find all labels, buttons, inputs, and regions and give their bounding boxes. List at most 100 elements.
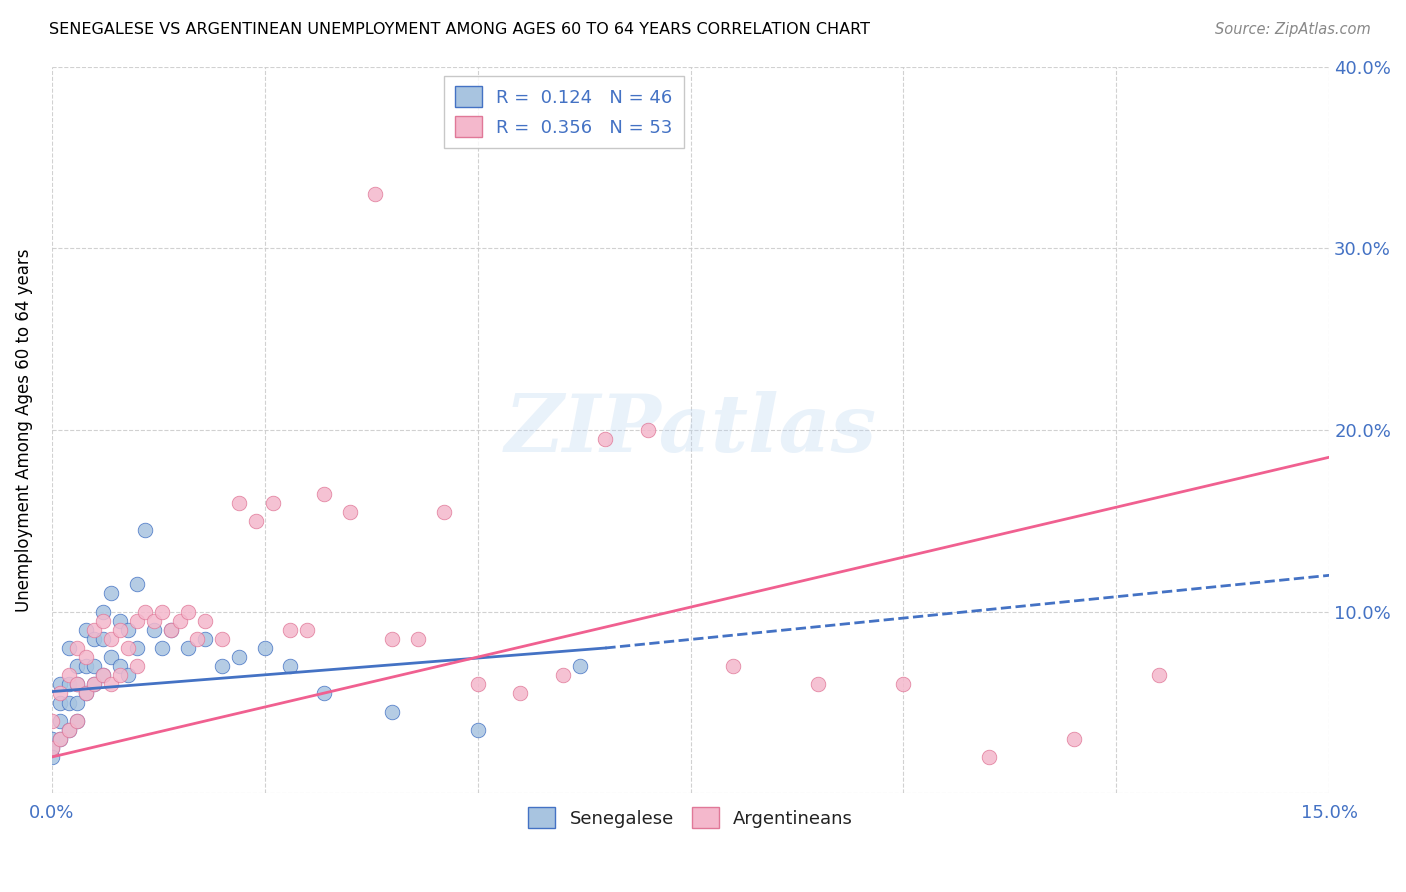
Point (278, 623, 301, 637)
Point (49, 731, 72, 746)
Legend: Senegalese, Argentineans: Senegalese, Argentineans (520, 800, 860, 835)
Point (75, 686, 97, 700)
Point (194, 614, 217, 628)
Point (142, 623, 165, 637)
Point (177, 640, 200, 655)
Point (41, 731, 63, 746)
Point (893, 677, 915, 691)
Point (381, 705, 404, 719)
Point (75, 650, 97, 665)
Point (100, 677, 122, 691)
Point (186, 632, 208, 646)
Point (160, 623, 183, 637)
Point (100, 650, 122, 665)
Point (177, 605, 200, 619)
Point (551, 668, 574, 682)
Point (58, 723, 80, 737)
Point (152, 605, 174, 619)
Point (83, 623, 105, 637)
Point (66, 677, 89, 691)
Point (66, 659, 89, 673)
Point (169, 614, 191, 628)
Point (568, 659, 591, 673)
Point (58, 696, 80, 710)
Point (41, 714, 63, 728)
Point (152, 640, 174, 655)
Point (91, 614, 114, 628)
Point (75, 659, 97, 673)
Point (117, 640, 139, 655)
Point (66, 677, 89, 691)
Text: Source: ZipAtlas.com: Source: ZipAtlas.com (1215, 22, 1371, 37)
Point (91, 605, 114, 619)
Point (297, 623, 319, 637)
Point (228, 650, 250, 665)
Point (108, 659, 131, 673)
Point (314, 686, 336, 700)
Point (253, 640, 276, 655)
Point (66, 640, 89, 655)
Point (100, 632, 122, 646)
Text: ZIPatlas: ZIPatlas (505, 392, 876, 468)
Y-axis label: Unemployment Among Ages 60 to 64 years: Unemployment Among Ages 60 to 64 years (15, 248, 32, 612)
Point (58, 668, 80, 682)
Point (245, 514, 267, 528)
Point (807, 677, 830, 691)
Point (49, 714, 72, 728)
Point (509, 686, 531, 700)
Point (75, 623, 97, 637)
Point (49, 677, 72, 691)
Point (406, 632, 429, 646)
Point (125, 640, 148, 655)
Point (160, 623, 183, 637)
Point (66, 714, 89, 728)
Point (142, 614, 165, 628)
Point (91, 632, 114, 646)
Point (364, 186, 387, 201)
Point (108, 623, 131, 637)
Point (108, 668, 131, 682)
Point (66, 696, 89, 710)
Point (314, 486, 336, 500)
Point (1063, 731, 1085, 746)
Point (117, 668, 139, 682)
Text: SENEGALESE VS ARGENTINEAN UNEMPLOYMENT AMONG AGES 60 TO 64 YEARS CORRELATION CHA: SENEGALESE VS ARGENTINEAN UNEMPLOYMENT A… (49, 22, 870, 37)
Point (595, 432, 617, 446)
Point (228, 496, 250, 510)
Point (339, 505, 361, 519)
Point (1147, 668, 1170, 682)
Point (211, 632, 233, 646)
Point (432, 505, 454, 519)
Point (125, 659, 148, 673)
Point (467, 723, 489, 737)
Point (117, 623, 139, 637)
Point (108, 614, 131, 628)
Point (467, 677, 489, 691)
Point (41, 750, 63, 764)
Point (125, 577, 148, 591)
Point (134, 523, 156, 537)
Point (83, 677, 105, 691)
Point (49, 696, 72, 710)
Point (91, 668, 114, 682)
Point (721, 659, 744, 673)
Point (91, 668, 114, 682)
Point (41, 740, 63, 755)
Point (100, 586, 122, 600)
Point (637, 423, 659, 437)
Point (66, 714, 89, 728)
Point (83, 659, 105, 673)
Point (58, 640, 80, 655)
Point (49, 686, 72, 700)
Point (75, 686, 97, 700)
Point (278, 659, 301, 673)
Point (83, 677, 105, 691)
Point (211, 659, 233, 673)
Point (125, 614, 148, 628)
Point (49, 731, 72, 746)
Point (41, 740, 63, 755)
Point (262, 496, 284, 510)
Point (381, 632, 404, 646)
Point (977, 750, 1000, 764)
Point (58, 677, 80, 691)
